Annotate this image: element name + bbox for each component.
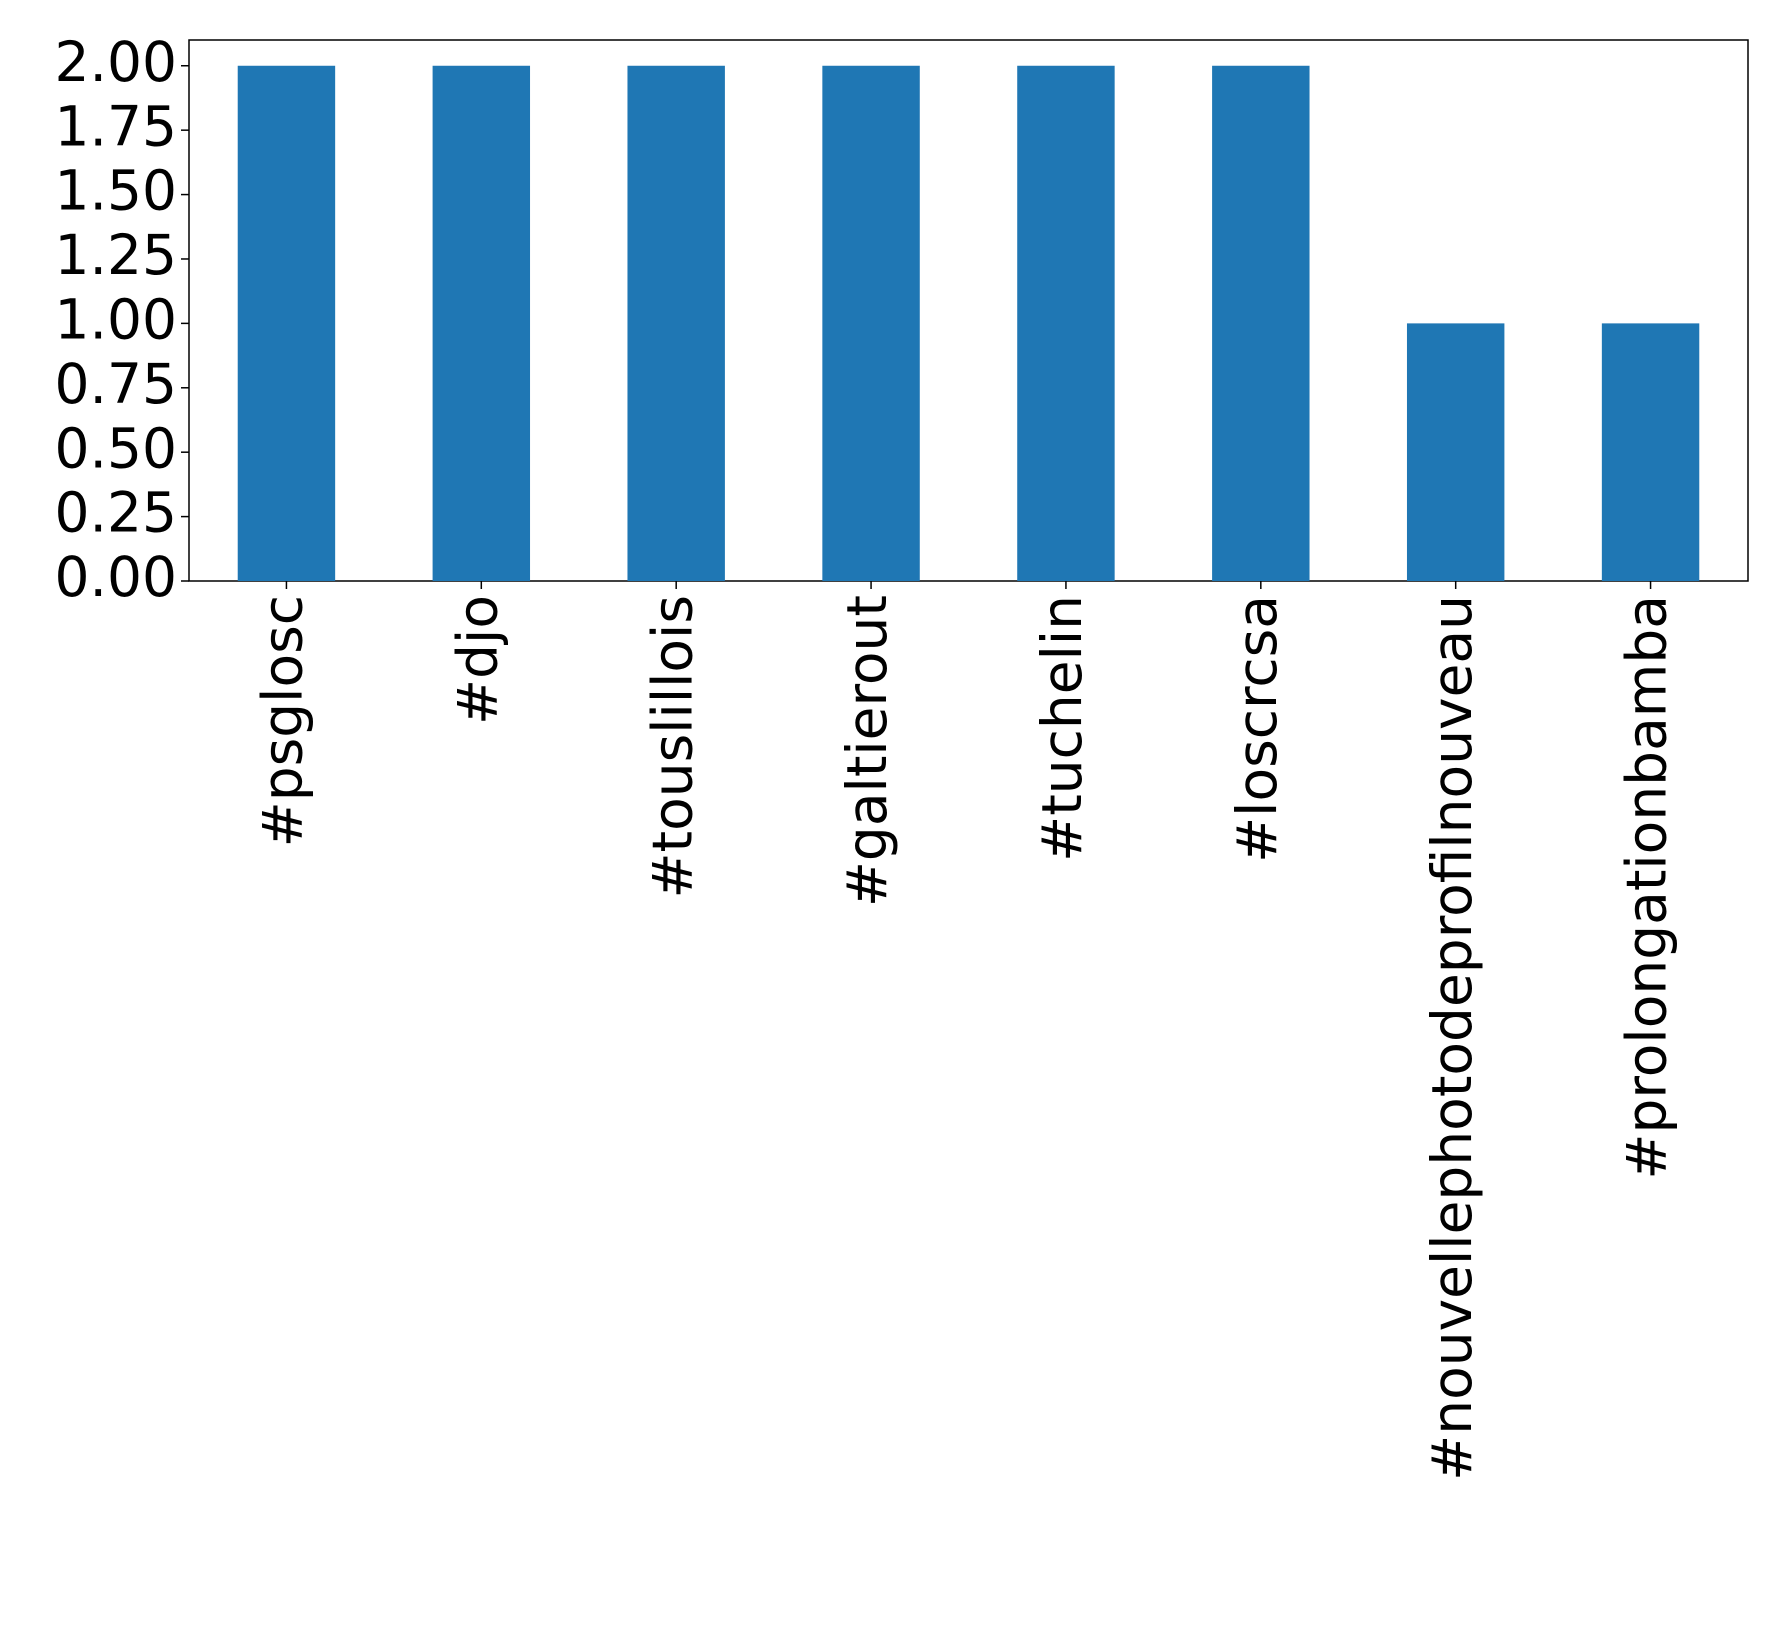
y-tick-label: 0.00 — [55, 545, 177, 609]
bar — [627, 65, 725, 581]
bar — [822, 65, 920, 581]
x-tick-label: #loscrcsa — [1225, 595, 1289, 863]
x-tick-label: #nouvellephotodeprofilnouveau — [1420, 595, 1484, 1481]
x-tick-label: #psglosc — [251, 595, 315, 847]
bar — [237, 65, 336, 581]
y-tick-label: 0.50 — [55, 416, 177, 480]
x-tick-label: #prolongationbamba — [1615, 595, 1679, 1180]
x-tick-label: #touslillois — [640, 595, 704, 899]
y-tick-label: 1.50 — [55, 159, 177, 223]
bar — [1601, 323, 1700, 581]
y-tick-label: 1.75 — [55, 94, 177, 158]
x-tick-label: #galtierout — [835, 595, 899, 907]
x-tick-label: #djo — [445, 595, 509, 725]
bar — [1017, 65, 1115, 581]
x-tick-label: #tuchelin — [1030, 595, 1094, 862]
bar — [432, 65, 531, 581]
y-tick-label: 0.25 — [55, 481, 177, 545]
y-tick-label: 0.75 — [55, 352, 177, 416]
y-tick-label: 1.25 — [55, 223, 177, 287]
y-tick-label: 2.00 — [55, 30, 177, 94]
bar — [1212, 65, 1310, 581]
bar — [1406, 323, 1505, 581]
plot-frame — [188, 39, 1749, 582]
y-tick-label: 1.00 — [55, 288, 177, 352]
